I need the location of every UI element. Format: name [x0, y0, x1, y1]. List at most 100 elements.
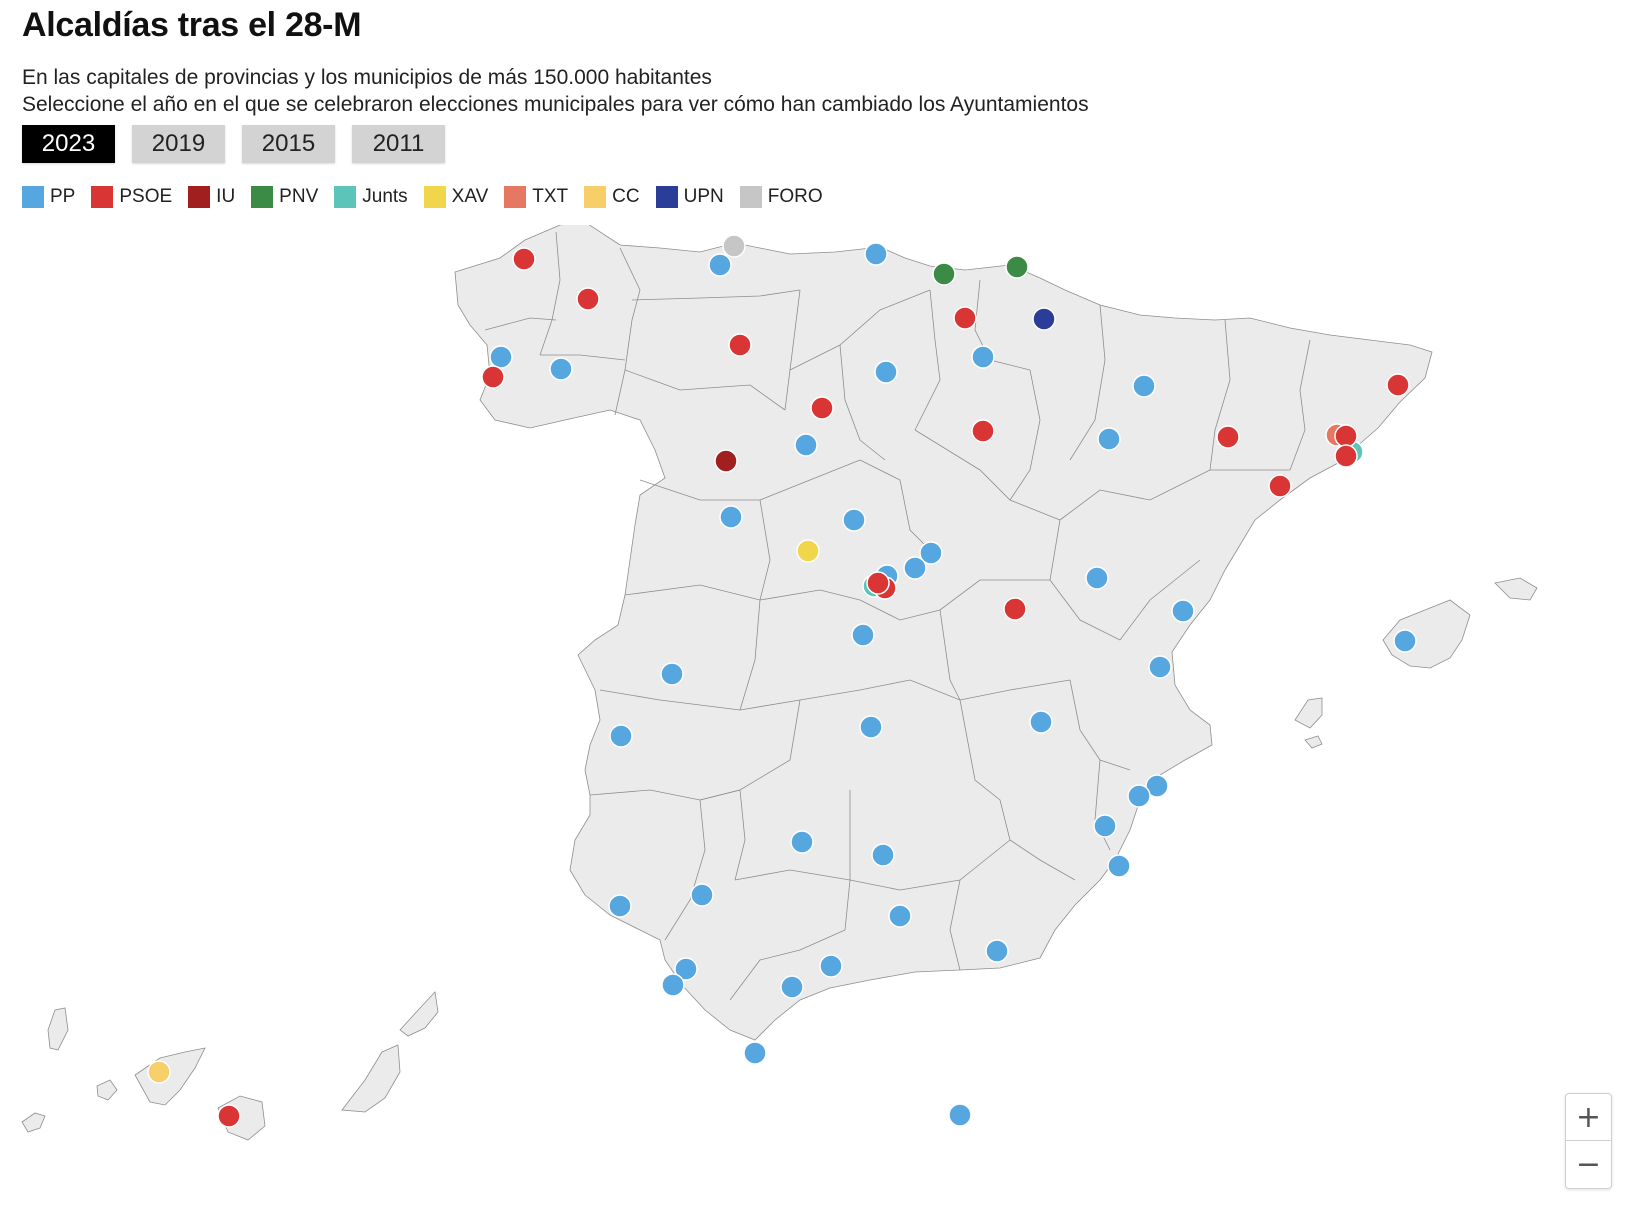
city-marker-pp[interactable]	[1132, 374, 1156, 398]
city-marker-pp[interactable]	[819, 954, 843, 978]
legend-label: Junts	[362, 186, 408, 207]
city-marker-psoe[interactable]	[512, 247, 536, 271]
city-marker-pp[interactable]	[690, 883, 714, 907]
city-marker-pp[interactable]	[948, 1103, 972, 1127]
city-marker-pp[interactable]	[1107, 854, 1131, 878]
city-marker-pp[interactable]	[1085, 566, 1109, 590]
city-marker-pp[interactable]	[874, 360, 898, 384]
city-marker-pp[interactable]	[719, 505, 743, 529]
city-marker-pp[interactable]	[919, 541, 943, 565]
city-marker-psoe[interactable]	[1003, 597, 1027, 621]
province-border	[734, 869, 901, 891]
year-tab-2023[interactable]: 2023	[22, 125, 115, 163]
city-marker-pp[interactable]	[985, 939, 1009, 963]
legend-item-iu: IU	[188, 186, 235, 208]
city-marker-pnv[interactable]	[1005, 255, 1029, 279]
city-marker-pnv[interactable]	[932, 262, 956, 286]
year-selector: 2023 2019 2015 2011	[22, 125, 445, 163]
city-marker-cc[interactable]	[147, 1060, 171, 1084]
city-marker-iu[interactable]	[714, 449, 738, 473]
legend-label: FORO	[767, 186, 823, 207]
city-marker-pp[interactable]	[608, 894, 632, 918]
province-border	[759, 499, 771, 601]
legend-item-foro: FORO	[739, 186, 823, 208]
city-marker-pp[interactable]	[888, 904, 912, 928]
province-border	[949, 879, 961, 971]
city-marker-pp[interactable]	[661, 973, 685, 997]
province-border	[839, 344, 886, 461]
city-marker-pp[interactable]	[1097, 427, 1121, 451]
city-marker-psoe[interactable]	[1334, 444, 1358, 468]
city-marker-pp[interactable]	[549, 357, 573, 381]
city-marker-pp[interactable]	[864, 242, 888, 266]
city-marker-upn[interactable]	[1032, 307, 1056, 331]
city-marker-pp[interactable]	[1145, 774, 1169, 798]
year-tab-2019[interactable]: 2019	[132, 125, 225, 163]
legend-label: CC	[612, 186, 640, 207]
fuerteventura-shape	[341, 1044, 401, 1113]
legend-swatch	[655, 186, 678, 208]
year-tab-2011[interactable]: 2011	[352, 125, 445, 163]
city-marker-psoe[interactable]	[1334, 424, 1358, 448]
city-marker-pp[interactable]	[903, 556, 927, 580]
year-tab-2015[interactable]: 2015	[242, 125, 335, 163]
zoom-in-button[interactable]: +	[1566, 1094, 1611, 1141]
city-marker-pp[interactable]	[674, 957, 698, 981]
menorca-shape	[1494, 577, 1538, 601]
city-marker-psoe[interactable]	[576, 287, 600, 311]
city-marker-pp[interactable]	[1148, 655, 1172, 679]
city-marker-pp[interactable]	[660, 662, 684, 686]
city-marker-psoe[interactable]	[866, 571, 890, 595]
city-marker-psoe[interactable]	[953, 306, 977, 330]
city-marker-pp[interactable]	[780, 975, 804, 999]
city-marker-pp[interactable]	[1093, 814, 1117, 838]
city-marker-foro[interactable]	[722, 234, 746, 258]
instructions: Seleccione el año en el que se celebraro…	[22, 93, 1089, 116]
city-marker-pp[interactable]	[871, 843, 895, 867]
city-marker-pp[interactable]	[1127, 784, 1151, 808]
city-marker-pp[interactable]	[790, 830, 814, 854]
legend-item-xav: XAV	[423, 186, 488, 208]
city-marker-psoe[interactable]	[1386, 373, 1410, 397]
city-marker-pp[interactable]	[842, 508, 866, 532]
province-border	[959, 699, 1011, 841]
zoom-out-button[interactable]: −	[1575, 1146, 1602, 1182]
city-marker-pp[interactable]	[851, 623, 875, 647]
page-title: Alcaldías tras el 28-M	[22, 6, 362, 44]
province-border	[539, 231, 561, 356]
province-border	[1289, 339, 1311, 471]
city-marker-pp[interactable]	[1171, 599, 1195, 623]
city-marker-pp[interactable]	[743, 1041, 767, 1065]
province-border	[844, 790, 851, 931]
province-border	[1119, 559, 1201, 641]
city-marker-psoe[interactable]	[971, 419, 995, 443]
zoom-controls: + −	[1565, 1093, 1612, 1189]
city-marker-pp[interactable]	[794, 433, 818, 457]
spain-map[interactable]	[0, 225, 1636, 1226]
province-border	[599, 689, 861, 711]
subtitle: En las capitales de provincias y los mun…	[22, 66, 712, 89]
province-border	[1059, 469, 1211, 521]
legend-swatch	[334, 186, 357, 208]
province-border	[664, 799, 706, 941]
city-marker-psoe[interactable]	[728, 333, 752, 357]
city-marker-xav[interactable]	[796, 539, 820, 563]
province-border	[484, 317, 557, 331]
city-marker-pp[interactable]	[1393, 629, 1417, 653]
city-marker-psoe[interactable]	[481, 365, 505, 389]
city-marker-pp[interactable]	[859, 715, 883, 739]
city-marker-pp[interactable]	[609, 724, 633, 748]
city-marker-psoe[interactable]	[1268, 474, 1292, 498]
party-legend: PP PSOE IU PNV Junts XAV TXT CC UPN FORO	[22, 186, 839, 208]
province-border	[784, 289, 801, 411]
city-marker-pp[interactable]	[489, 345, 513, 369]
formentera-shape	[1304, 735, 1323, 749]
city-marker-pp[interactable]	[971, 345, 995, 369]
province-border	[1069, 304, 1106, 461]
city-marker-psoe[interactable]	[217, 1104, 241, 1128]
city-marker-psoe[interactable]	[1216, 425, 1240, 449]
province-border	[624, 369, 786, 411]
city-marker-pp[interactable]	[1029, 710, 1053, 734]
city-marker-psoe[interactable]	[810, 396, 834, 420]
city-marker-pp[interactable]	[708, 253, 732, 277]
